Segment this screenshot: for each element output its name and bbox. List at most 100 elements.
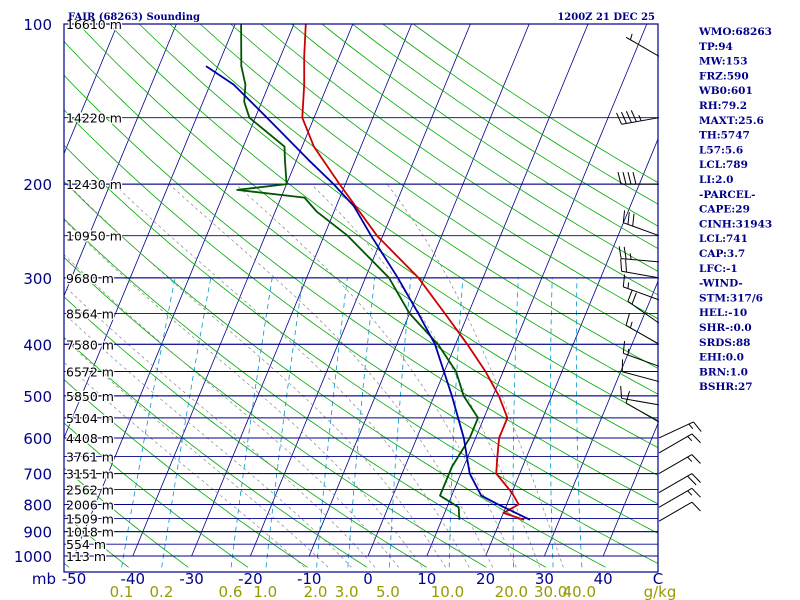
- wind-barb-flag: [620, 258, 623, 272]
- wind-barb: [617, 172, 659, 185]
- wind-barb-staff: [623, 352, 660, 367]
- index-line: EHI:0.0: [699, 352, 744, 364]
- wind-barb-halfflag: [629, 321, 633, 328]
- plot-frame: [63, 23, 659, 573]
- wind-barb-halfflag: [627, 348, 630, 356]
- wind-barb-flag: [691, 501, 701, 512]
- moist-adiabat-line: [113, 183, 470, 568]
- wind-barb: [620, 385, 660, 406]
- moist-adiabat-line: [64, 338, 329, 568]
- dry-adiabat-line: [199, 24, 658, 344]
- moist-adiabat-line: [64, 361, 305, 568]
- wind-barb-flag: [617, 172, 622, 185]
- index-line: STM:317/6: [699, 292, 763, 304]
- height-label: 554 m: [66, 537, 106, 552]
- pressure-tick-label: 100: [23, 16, 52, 34]
- temperature-tick-label: -30: [179, 570, 204, 588]
- dewpoint-profile-line: [236, 24, 479, 520]
- isotherm-line: [250, 24, 471, 557]
- wind-barb-flag: [691, 473, 701, 483]
- mixing-ratio-label: 1.0: [253, 583, 277, 600]
- wind-barb-staff: [658, 454, 693, 475]
- index-line: HEL:-10: [699, 307, 747, 319]
- height-label: 7580 m: [66, 337, 114, 352]
- wind-barb-staff: [658, 421, 694, 439]
- isotherm-line: [64, 24, 118, 155]
- isotherm-line: [64, 24, 177, 297]
- wind-barb-halfflag: [687, 436, 693, 442]
- wind-barb-halfflag: [688, 423, 694, 430]
- mixing-ratio-line: [512, 277, 519, 568]
- temperature-tick-label: -50: [62, 570, 87, 588]
- wind-barb-flag: [632, 213, 635, 227]
- mixing-ratio-label: 20.0: [495, 583, 528, 600]
- mixing-ratio-line: [388, 277, 412, 568]
- wind-barb: [625, 313, 660, 345]
- dry-adiabat-line: [64, 514, 129, 568]
- wind-barb-flag: [632, 172, 637, 185]
- chart-title: FAIR (68263) Sounding: [68, 12, 200, 23]
- wind-barb-staff: [625, 324, 660, 345]
- wind-barb-flag: [627, 172, 632, 185]
- dry-adiabat-line: [64, 40, 658, 476]
- pressure-tick-label: 900: [23, 524, 52, 542]
- wind-barb: [616, 110, 660, 125]
- height-label: 12430 m: [66, 177, 122, 192]
- index-line: SRDS:88: [699, 337, 751, 349]
- wind-barb-halfflag: [627, 282, 630, 289]
- wind-barb-flag: [691, 487, 701, 498]
- wind-barb: [658, 473, 701, 494]
- height-label: 3761 m: [66, 449, 114, 464]
- index-line: LCL:789: [699, 159, 748, 171]
- index-line: CAPE:29: [699, 204, 750, 216]
- index-line: LCL:741: [699, 233, 748, 245]
- index-line: RH:79.2: [699, 100, 747, 112]
- index-line: CAP:3.7: [699, 248, 745, 260]
- temperature-tick-label: mb: [32, 570, 56, 588]
- temperature-tick-label: 10: [417, 570, 436, 588]
- wind-barb-staff: [621, 397, 660, 406]
- wind-barb-flag: [630, 110, 637, 122]
- index-line: TP:94: [699, 41, 733, 53]
- grid-layer: [64, 24, 658, 568]
- index-line: MAXT:25.6: [699, 115, 764, 127]
- dry-adiabat-line: [64, 256, 487, 568]
- wind-barb-staff: [625, 36, 660, 57]
- wind-barb-flag: [691, 454, 701, 464]
- pressure-tick-label: 800: [23, 496, 52, 514]
- wind-barb: [658, 501, 701, 522]
- profile-layer: [205, 24, 531, 521]
- wind-barb-flag: [621, 111, 627, 124]
- dry-adiabat-line: [64, 109, 658, 534]
- mixing-ratio-line: [121, 277, 176, 568]
- moist-adiabat-line: [64, 285, 376, 568]
- dry-adiabat-line: [321, 24, 658, 250]
- dry-adiabat-line: [230, 24, 658, 320]
- mixing-ratio-line: [265, 277, 304, 568]
- pressure-tick-label: 1000: [14, 548, 52, 566]
- dry-adiabat-line: [64, 144, 658, 565]
- isotherm-line: [602, 422, 658, 557]
- isotherm-line: [308, 24, 530, 557]
- wind-barb-flag: [625, 259, 628, 273]
- mixing-ratio-line: [347, 277, 376, 568]
- mixing-ratio-label: 30.0: [534, 583, 567, 600]
- indices-panel: WMO:68263 TP:94 MW:153 FRZ:590 WB0:601 RH:79.…: [698, 26, 772, 393]
- temperature-tick-label: -40: [121, 570, 146, 588]
- mixing-ratio-label: 5.0: [376, 583, 400, 600]
- wind-barb-staff: [623, 222, 660, 237]
- isotherm-line: [426, 24, 648, 557]
- temperature-tick-label: 0: [363, 570, 373, 588]
- wind-barb-flag: [618, 246, 622, 259]
- wind-barb-staff: [621, 270, 660, 279]
- wind-barb-flag: [622, 274, 626, 287]
- wind-barb-flag: [627, 289, 633, 302]
- index-line: TH:5747: [699, 130, 750, 142]
- moist-adiabat-line: [310, 183, 541, 568]
- wind-barb: [622, 274, 660, 301]
- pressure-tick-label: 400: [23, 336, 52, 354]
- wind-barb: [622, 210, 660, 237]
- isotherm-line: [367, 24, 589, 557]
- dry-adiabat-line: [108, 24, 658, 422]
- height-label: 5104 m: [66, 411, 114, 426]
